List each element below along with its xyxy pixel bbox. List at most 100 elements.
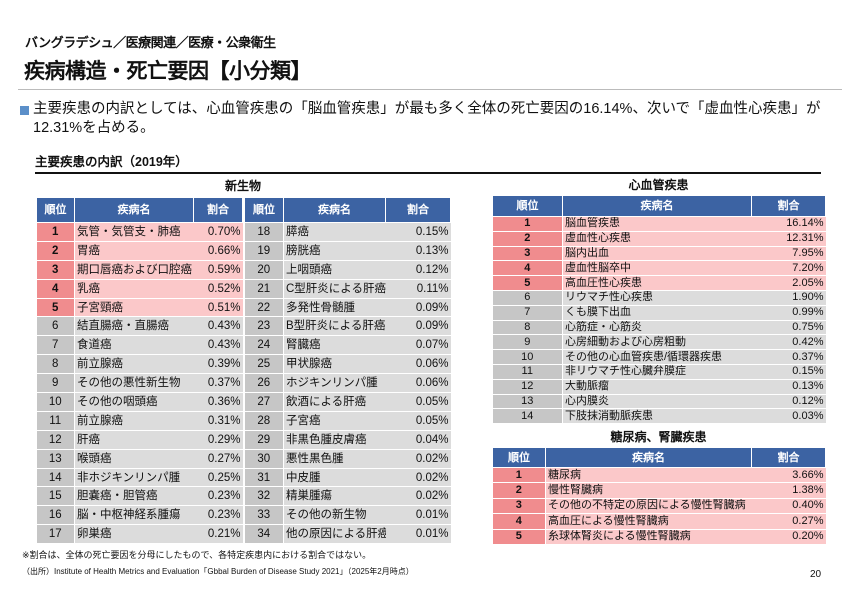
rank-cell: 10	[492, 349, 563, 365]
disease-name-cell: 他の原因による肝癌	[283, 524, 386, 545]
share-cell: 0.05%	[385, 392, 451, 412]
share-cell: 0.51%	[193, 298, 243, 318]
table-row: 21 C型肝炎による肝癌 0.11%	[244, 279, 451, 299]
disease-name-cell: 虚血性心疾患	[562, 231, 752, 247]
table-header: 順位 疾病名 割合	[492, 195, 826, 217]
rank-cell: 3	[492, 498, 546, 515]
disease-name-cell: 膵癌	[283, 222, 386, 242]
table-row: 11 前立腺癌 0.31%	[36, 411, 243, 431]
share-cell: 0.99%	[751, 305, 826, 321]
disease-name-cell: 脳内出血	[562, 246, 752, 262]
square-bullet-icon	[20, 106, 29, 115]
share-cell: 0.42%	[751, 334, 826, 351]
table-row: 9 心房細動および心房粗動 0.42%	[492, 334, 826, 351]
disease-name-cell: 中皮腫	[283, 468, 386, 488]
share-cell: 0.02%	[385, 486, 451, 507]
rank-cell: 16	[36, 505, 75, 526]
share-cell: 0.05%	[385, 411, 451, 431]
share-cell: 0.52%	[193, 279, 243, 299]
rank-cell: 14	[492, 408, 563, 425]
table-row: 28 子宮癌 0.05%	[244, 411, 451, 431]
rank-cell: 29	[244, 430, 284, 450]
table-row: 1 脳血管疾患 16.14%	[492, 216, 826, 232]
disease-name-cell: その他の心血管疾患/循環器疾患	[562, 349, 752, 365]
rank-cell: 32	[244, 486, 284, 507]
disease-name-cell: 脳血管疾患	[562, 216, 752, 232]
disease-name-cell: 非リウマチ性心臓弁膜症	[562, 364, 752, 380]
share-cell: 0.20%	[751, 529, 826, 545]
share-cell: 0.66%	[193, 241, 243, 261]
disease-name-cell: 糖尿病	[545, 467, 752, 484]
footnote: ※割合は、全体の死亡要因を分母にしたもので、各特定疾患内における割合ではない。	[22, 550, 372, 560]
rank-cell: 11	[36, 411, 75, 431]
rank-cell: 8	[36, 354, 75, 375]
rank-cell: 9	[36, 373, 75, 394]
section-divider	[35, 172, 821, 174]
table-row: 10 その他の心血管疾患/循環器疾患 0.37%	[492, 349, 826, 365]
share-cell: 0.09%	[385, 298, 451, 318]
rank-cell: 4	[492, 513, 546, 530]
disease-name-cell: 卵巣癌	[74, 524, 194, 545]
neoplasms-title: 新生物	[224, 179, 261, 193]
table-row: 23 B型肝炎による肝癌 0.09%	[244, 316, 451, 337]
disease-name-cell: 大動脈瘤	[562, 379, 752, 395]
disease-name-cell: くも膜下出血	[562, 305, 752, 321]
table-row: 10 その他の咽頭癌 0.36%	[36, 392, 243, 412]
table-row: 9 その他の悪性新生物 0.37%	[36, 373, 243, 394]
share-header: 割合	[751, 195, 826, 217]
table-row: 11 非リウマチ性心臓弁膜症 0.15%	[492, 364, 826, 380]
disease-name-cell: 子宮頸癌	[74, 298, 194, 318]
disease-name-cell: 前立腺癌	[74, 411, 194, 431]
disease-name-cell: 虚血性脳卒中	[562, 260, 752, 277]
share-cell: 0.15%	[385, 222, 451, 242]
rank-cell: 13	[36, 449, 75, 469]
rank-cell: 21	[244, 279, 284, 299]
disease-name-cell: 心房細動および心房粗動	[562, 334, 752, 351]
share-cell: 0.06%	[385, 354, 451, 375]
rank-cell: 5	[492, 529, 546, 545]
share-cell: 0.37%	[751, 349, 826, 365]
share-cell: 0.11%	[385, 279, 451, 299]
disease-name-cell: 飲酒による肝癌	[283, 392, 386, 412]
rank-cell: 13	[492, 394, 563, 410]
share-header: 割合	[385, 197, 451, 223]
share-cell: 0.43%	[193, 316, 243, 337]
share-cell: 0.09%	[385, 316, 451, 337]
share-cell: 0.02%	[385, 468, 451, 488]
disease-name-cell: 多発性骨髄腫	[283, 298, 386, 318]
table-row: 3 その他の不特定の原因による慢性腎臓病 0.40%	[492, 498, 826, 515]
share-cell: 0.59%	[193, 260, 243, 280]
page-title: 疾病構造・死亡要因【小分類】	[24, 60, 312, 83]
disease-name-cell: 胃癌	[74, 241, 194, 261]
share-cell: 0.36%	[193, 392, 243, 412]
table-row: 6 リウマチ性心疾患 1.90%	[492, 290, 826, 306]
rank-cell: 2	[492, 231, 563, 247]
disease-name-cell: リウマチ性心疾患	[562, 290, 752, 306]
share-cell: 0.37%	[193, 373, 243, 394]
rank-cell: 19	[244, 241, 284, 261]
page-number: 20	[810, 569, 822, 580]
rank-cell: 27	[244, 392, 284, 412]
table-row: 3 期口唇癌および口腔癌 0.59%	[36, 260, 243, 280]
table-row: 22 多発性骨髄腫 0.09%	[244, 298, 451, 318]
share-cell: 0.25%	[193, 468, 243, 488]
share-cell: 0.07%	[385, 335, 451, 356]
disease-name-cell: 糸球体腎炎による慢性腎臓病	[545, 529, 752, 545]
rank-cell: 5	[492, 275, 563, 291]
rank-cell: 4	[492, 260, 563, 277]
table-row: 3 脳内出血 7.95%	[492, 246, 826, 262]
disease-name-cell: その他の新生物	[283, 505, 386, 526]
share-cell: 0.01%	[385, 505, 451, 526]
rank-cell: 18	[244, 222, 284, 242]
table-row: 8 心筋症・心筋炎 0.75%	[492, 320, 826, 336]
rank-cell: 1	[492, 216, 563, 232]
share-cell: 0.23%	[193, 505, 243, 526]
disease-name-cell: その他の悪性新生物	[74, 373, 194, 394]
rank-cell: 10	[36, 392, 75, 412]
disease-name-cell: C型肝炎による肝癌	[283, 279, 386, 299]
table-row: 27 飲酒による肝癌 0.05%	[244, 392, 451, 412]
share-cell: 1.38%	[751, 482, 826, 499]
share-cell: 0.40%	[751, 498, 826, 515]
disease-name-cell: 悪性黒色腫	[283, 449, 386, 469]
table-row: 20 上咽頭癌 0.12%	[244, 260, 451, 280]
